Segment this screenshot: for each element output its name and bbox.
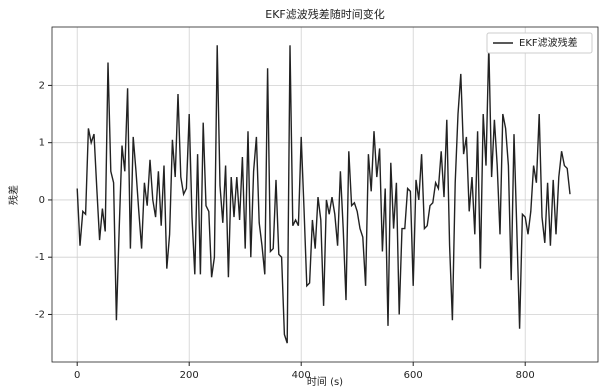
x-tick-label: 0 xyxy=(74,370,80,381)
x-tick-label: 400 xyxy=(292,370,311,381)
legend-label: EKF滤波残差 xyxy=(519,36,578,49)
legend-box xyxy=(486,32,593,54)
y-axis-label: 残差 xyxy=(7,185,20,205)
y-tick-label: -1 xyxy=(35,252,45,263)
plot-frame xyxy=(51,26,599,363)
y-tick-label: -2 xyxy=(35,309,45,320)
y-tick-label: 2 xyxy=(39,80,45,91)
x-tick-label: 800 xyxy=(516,370,535,381)
chart-title: EKF滤波残差随时间变化 xyxy=(265,7,385,21)
y-tick-label: 1 xyxy=(39,138,45,149)
x-tick-label: 200 xyxy=(180,370,199,381)
data-line xyxy=(76,45,571,344)
x-tick-label: 600 xyxy=(404,370,423,381)
y-tick-label: 0 xyxy=(39,195,45,206)
x-axis-label: 时间 (s) xyxy=(307,375,343,388)
